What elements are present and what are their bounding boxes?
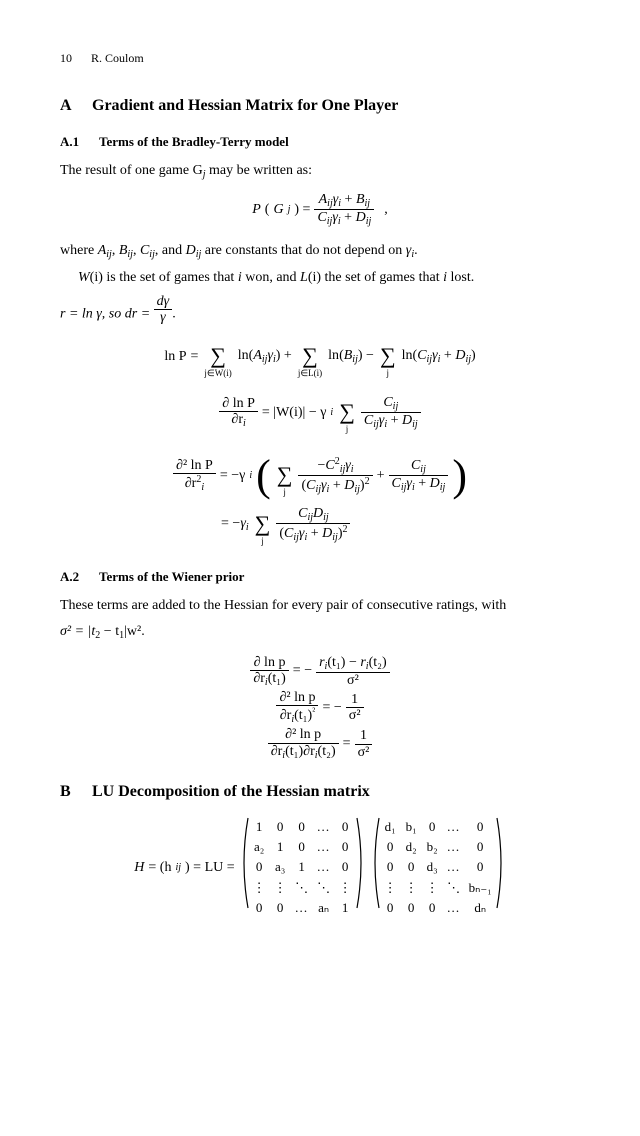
matrix-u: d₁b₁0…0 0d₂b₂…0 00d₃…0 ⋮⋮⋮⋱bₙ₋₁ 000…dₙ [370, 817, 506, 918]
section-b-title: LU Decomposition of the Hessian matrix [92, 783, 370, 800]
subsection-a1-title: Terms of the Bradley-Terry model [99, 134, 289, 149]
para-wiener-intro: These terms are added to the Hessian for… [60, 596, 580, 616]
section-b-label: B [60, 781, 88, 803]
header-author: R. Coulom [91, 51, 144, 65]
eq-lnp-sum: ln P = ∑j∈W(i) ln(Aijγi) + ∑j∈L(i) ln(Bi… [60, 336, 580, 378]
para-dr: r = ln γ, so dr = dγ γ . [60, 294, 580, 326]
para-constants: where Aij, Bij, Cij, and Dij are constan… [60, 241, 580, 262]
subsection-a2-label: A.2 [60, 568, 96, 586]
section-a-label: A [60, 95, 88, 117]
page-header: 10 R. Coulom [60, 50, 580, 67]
section-a-title: Gradient and Hessian Matrix for One Play… [92, 97, 398, 114]
para-sigma2: σ² = |t2 − t1|w². [60, 622, 580, 643]
subsection-a1-heading: A.1 Terms of the Bradley-Terry model [60, 133, 580, 151]
section-b-heading: B LU Decomposition of the Hessian matrix [60, 781, 580, 803]
subsection-a2-heading: A.2 Terms of the Wiener prior [60, 568, 580, 586]
subsection-a1-label: A.1 [60, 133, 96, 151]
para-game-result: The result of one game Gj may be written… [60, 161, 580, 182]
matrix-l: 100…0 a₂10…0 0a₃1…0 ⋮⋮⋱⋱⋮ 00…aₙ1 [239, 817, 366, 918]
eq-p-gj: P(Gj) = Aijγi + Bij Cijγi + Dij , [60, 192, 580, 227]
eq-lu-decomp: H = (hij) = LU = 100…0 a₂10…0 0a₃1…0 ⋮⋮⋱… [60, 817, 580, 918]
para-wl-sets: W(i) is the set of games that i won, and… [60, 268, 580, 288]
page-number: 10 [60, 50, 88, 67]
eq-wiener: ∂ ln p ∂ri(t₁) = − ri(t₁) − ri(t₂) σ² ∂²… [60, 653, 580, 763]
subsection-a2-title: Terms of the Wiener prior [99, 569, 244, 584]
eq-dlnp: ∂ ln P ∂ri = |W(i)| − γi ∑j Cij Cijγi + … [60, 392, 580, 434]
eq-d2lnp: ∂² ln P ∂r2i = −γi ( ∑j −C2ijγi (Cijγi +… [60, 448, 580, 552]
section-a-heading: A Gradient and Hessian Matrix for One Pl… [60, 95, 580, 117]
